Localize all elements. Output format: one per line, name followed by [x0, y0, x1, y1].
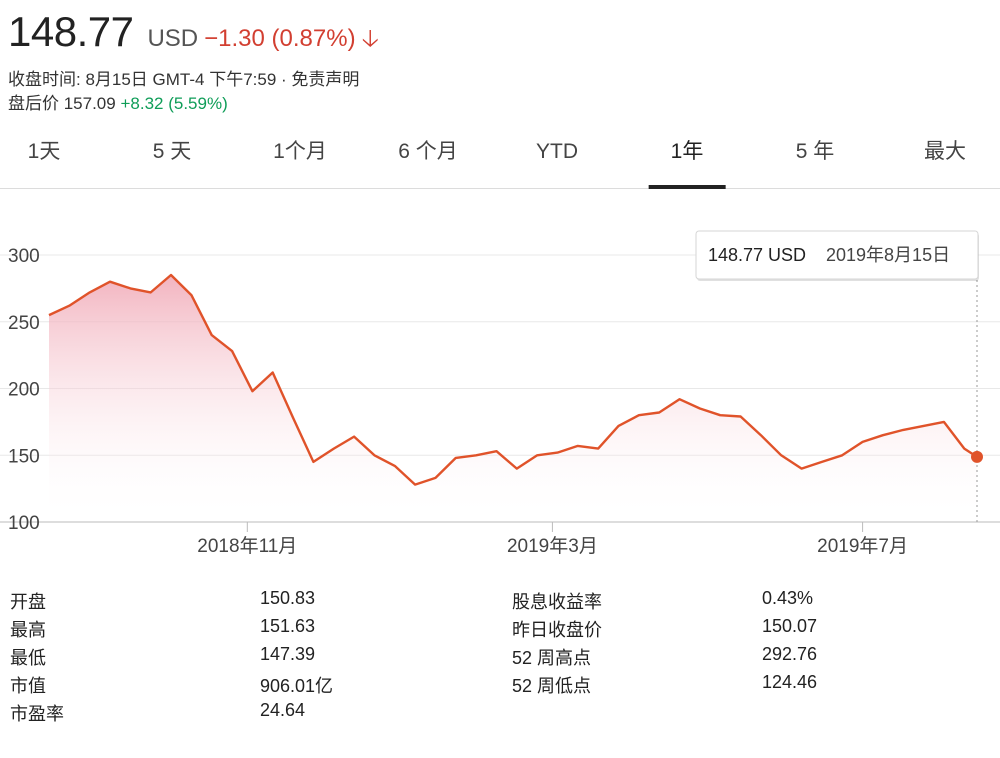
after-hours: 盘后价 157.09 +8.32 (5.59%)	[8, 92, 379, 116]
y-tick-label: 100	[8, 513, 40, 534]
stat-label-pe: 市盈率	[10, 704, 64, 724]
stat-label-low: 最低	[10, 648, 46, 668]
stat-value-52w-high: 292.76	[762, 644, 818, 664]
stat-value-open: 150.83	[260, 588, 316, 608]
tooltip-box	[695, 230, 979, 280]
tooltip-date: 2019年8月15日	[826, 245, 950, 265]
stat-value-low: 147.39	[260, 644, 316, 664]
x-tick-label: 2018年11月	[197, 535, 297, 557]
price-line: 148.77 USD −1.30 (0.87%) 🡣	[8, 8, 379, 62]
price-chart[interactable]: 100 150 200 250 300 2018年11月 2019年3月 2019年7月 148…	[0, 195, 1000, 575]
stat-value-52w-low: 124.46	[762, 672, 818, 692]
stat-label-high: 最高	[10, 620, 46, 640]
last-price-dot	[971, 450, 983, 463]
x-tick-label: 2019年3月	[507, 535, 598, 557]
y-tick-label: 150	[8, 446, 40, 467]
y-tick-label: 300	[8, 246, 40, 267]
tab-ytd[interactable]: YTD	[536, 140, 578, 163]
currency-label: USD	[147, 25, 199, 52]
stat-label-52w-high: 52 周高点	[512, 648, 592, 668]
tab-1m[interactable]: 1个月	[273, 140, 327, 163]
stat-label-market-cap: 市值	[10, 676, 46, 696]
tab-6m[interactable]: 6 个月	[398, 140, 458, 163]
close-time: 收盘时间: 8月15日 GMT-4 下午7:59 · 免责声明	[8, 70, 360, 89]
tab-max[interactable]: 最大	[924, 140, 966, 163]
quote-header: 148.77 USD −1.30 (0.87%) 🡣 收盘时间: 8月15日 G…	[8, 8, 379, 116]
x-tick-label: 2019年7月	[817, 535, 908, 557]
stat-value-high: 151.63	[260, 616, 316, 636]
current-price: 148.77	[8, 8, 134, 55]
stat-label-dividend-yield: 股息收益率	[512, 592, 602, 612]
tab-5d[interactable]: 5 天	[152, 140, 192, 163]
range-tabs: 1天 5 天 1个月 6 个月 YTD 1年 5 年 最大	[0, 120, 1000, 189]
stat-label-prev-close: 昨日收盘价	[512, 620, 602, 640]
stat-value-prev-close: 150.07	[762, 616, 818, 636]
stat-label-52w-low: 52 周低点	[512, 676, 592, 696]
tab-1y[interactable]: 1年	[648, 120, 725, 189]
stat-label-open: 开盘	[10, 592, 46, 612]
tooltip-price: 148.77 USD	[708, 245, 806, 265]
stat-value-market-cap: 906.01亿	[260, 676, 334, 696]
series-line	[48, 273, 978, 486]
after-hours-price: 盘后价 157.09	[8, 94, 116, 113]
tab-5y[interactable]: 5 年	[795, 140, 835, 163]
stat-value-pe: 24.64	[260, 700, 306, 720]
price-change: −1.30 (0.87%)	[204, 25, 356, 52]
y-tick-label: 200	[8, 380, 40, 401]
y-tick-label: 250	[8, 313, 40, 334]
tab-1d[interactable]: 1天	[27, 140, 61, 163]
series-area	[49, 275, 977, 522]
after-hours-change: +8.32 (5.59%)	[120, 94, 228, 113]
arrow-down-icon: 🡣	[361, 25, 379, 52]
stat-value-dividend-yield: 0.43%	[762, 588, 814, 608]
